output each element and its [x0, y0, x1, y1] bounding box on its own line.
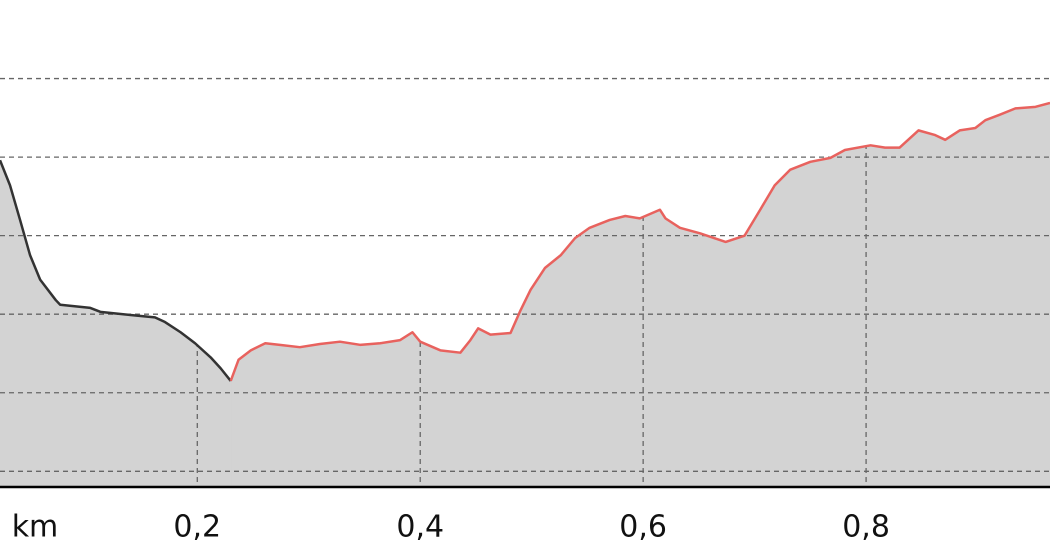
profile-line	[229, 101, 1050, 382]
x-tick-label: 0,4	[396, 510, 444, 545]
x-tick-label: 0,6	[619, 510, 667, 545]
x-tick-label: 0,2	[173, 510, 221, 545]
profile-line	[0, 159, 232, 382]
area-fill	[0, 160, 232, 488]
x-axis-label: km	[12, 510, 59, 545]
area-fill	[230, 102, 1050, 488]
x-tick-label: 0,8	[842, 510, 890, 545]
